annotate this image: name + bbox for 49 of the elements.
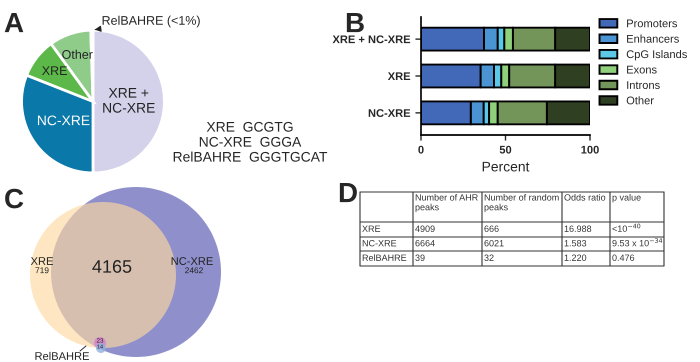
text: 6021 [484,240,504,246]
text: 6664 [415,240,435,246]
text: 9.53 x 10$^{−34}$ [612,238,662,246]
slice-label: XRE + NC-XRE [103,88,155,113]
category-label: XRE [362,226,380,232]
slice-label: NC-XRE [38,115,90,126]
text: RelBAHRE GGGTGCAT [174,152,328,162]
text: XRE GCGTG [206,122,293,132]
x-tick-label: 100 [581,146,599,154]
legend-label: Other [626,96,654,104]
x-axis-title: Percent [482,162,530,172]
category-label: NC-XRE [362,240,396,246]
text: 719 [35,267,49,274]
x-tick-label: 50 [500,146,512,154]
chart-title: A [4,13,24,32]
text: C [5,188,24,208]
category-label: Number of random peaks [484,194,559,212]
slice-label: RelBAHRE (<1%) [102,16,200,28]
text: 39 [415,254,425,261]
y-tick-label: NC-XRE [368,109,410,118]
text: D [340,183,357,202]
y-tick-label: XRE + NC-XRE [332,35,410,44]
category-label: RelBAHRE [362,254,406,261]
text: 1.583 [564,240,586,246]
slice-label: XRE [42,66,67,75]
category-label: p value [612,194,641,202]
text: 4165 [92,260,132,273]
category-label: Number of AHR peaks [416,194,478,212]
text: 4909 [415,226,435,232]
category-label: Odds ratio [564,194,606,201]
text: 2462 [185,267,203,274]
legend-label: Promoters [627,20,678,28]
legend-label: Enhancers [627,34,679,43]
text: 32 [484,254,494,261]
text: RelBAHRE [35,352,89,360]
y-tick-label: XRE [388,72,410,80]
x-tick-label: 0 [418,146,424,154]
text: 1.220 [564,254,586,261]
text: NC-XRE GGGA [200,136,302,147]
text: NC-XRE [172,257,213,265]
text: 666 [484,226,499,232]
legend-label: CpG Islands [626,50,687,60]
text: XRE [30,257,53,265]
legend-label: Introns [627,81,660,89]
legend-label: Exons [627,66,657,74]
text: <10$^{−40}$ [612,224,640,232]
text: 0.476 [612,254,634,261]
chart-title: B [346,13,364,32]
text: 16.988 [564,226,592,232]
